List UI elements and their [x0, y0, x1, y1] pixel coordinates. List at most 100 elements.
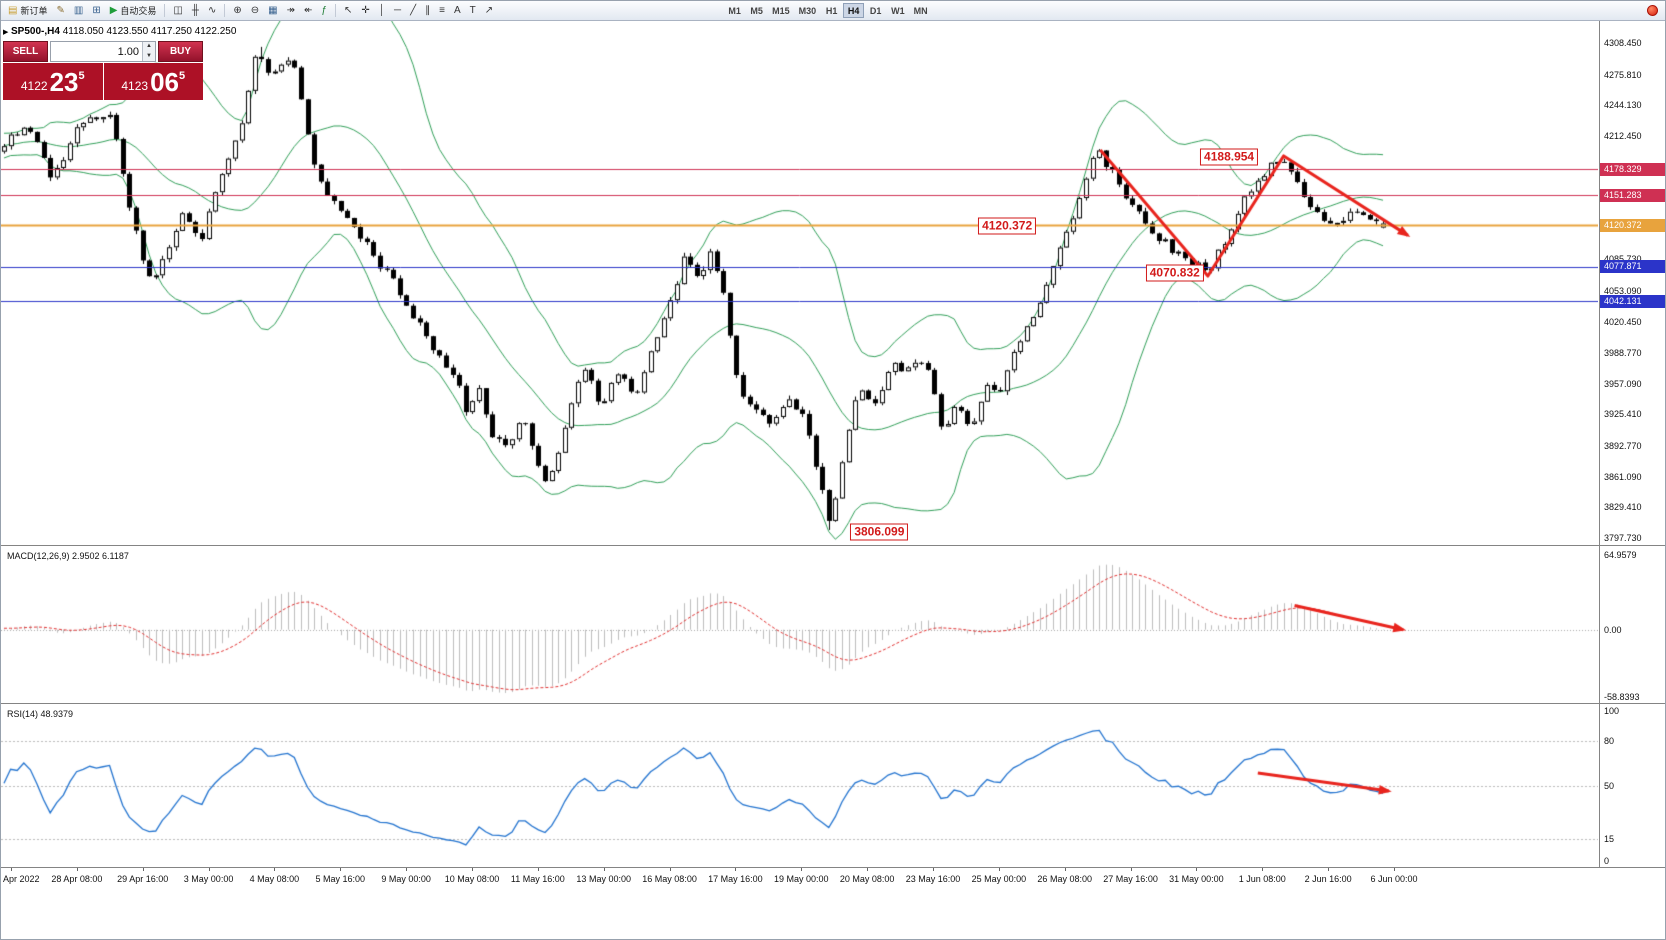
- volume-up-icon[interactable]: ▲: [143, 42, 155, 52]
- zoom-out-icon: ⊖: [250, 4, 260, 16]
- new-order-button[interactable]: ▤ 新订单: [4, 2, 51, 19]
- time-axis-label: 27 May 16:00: [1103, 874, 1158, 884]
- timeframe-m1-button[interactable]: M1: [724, 3, 745, 18]
- time-axis-label: 13 May 00:00: [576, 874, 631, 884]
- price-axis-label: 4308.450: [1604, 38, 1642, 49]
- timeframe-w1-button[interactable]: W1: [887, 3, 909, 18]
- new-order-icon: ▤: [8, 4, 18, 16]
- time-axis-tick: [1065, 868, 1066, 871]
- macd-axis-label: 64.9579: [1604, 550, 1637, 560]
- auto-scroll-button[interactable]: ↠: [283, 2, 299, 19]
- chart-title: SP500-,H4 4118.050 4123.550 4117.250 412…: [11, 26, 236, 37]
- indicators-button[interactable]: ƒ: [317, 2, 331, 19]
- price-scale[interactable]: 4308.450 4275.810 4244.130 4212.450 4085.730…: [1599, 21, 1665, 867]
- zoom-in-button[interactable]: ⊕: [229, 2, 245, 19]
- timeframe-h1-button[interactable]: H1: [821, 3, 842, 18]
- auto-trading-button[interactable]: ▶ 自动交易: [106, 2, 161, 19]
- buy-price[interactable]: 4123 06 5: [103, 63, 203, 100]
- channel-button[interactable]: ∥: [421, 2, 434, 19]
- navigator-button[interactable]: ⊞: [88, 2, 104, 19]
- price-axis-label: 3892.770: [1604, 440, 1642, 451]
- chart-shift-button[interactable]: ↞: [300, 2, 316, 19]
- price-axis-label: 4244.130: [1604, 100, 1642, 111]
- macd-axis-label: -58.8393: [1604, 692, 1640, 702]
- buy-price-big: 06: [150, 66, 179, 97]
- time-axis-tick: [406, 868, 407, 871]
- price-axis-label: 3861.090: [1604, 471, 1642, 482]
- price-level-tag: 4151.283: [1600, 188, 1665, 202]
- time-axis-tick: [867, 868, 868, 871]
- time-axis-label: 17 May 16:00: [708, 874, 763, 884]
- sell-button[interactable]: SELL: [3, 41, 48, 62]
- rsi-axis-label: 80: [1604, 736, 1615, 746]
- time-axis-label: 19 May 00:00: [774, 874, 829, 884]
- rsi-panel-canvas[interactable]: [1, 705, 1598, 867]
- window-menu-icon: ▶: [3, 29, 9, 36]
- timeframe-mn-button[interactable]: MN: [910, 3, 932, 18]
- volume-input[interactable]: [51, 42, 142, 61]
- price-axis-label: 3957.090: [1604, 378, 1642, 389]
- panel-separator[interactable]: [1, 545, 1665, 546]
- zoom-in-icon: ⊕: [233, 4, 242, 16]
- vertical-line-button[interactable]: │: [375, 2, 389, 19]
- toolbar-separator: [334, 4, 336, 17]
- rsi-axis-label: 0: [1604, 856, 1610, 866]
- text-button[interactable]: A: [450, 2, 465, 19]
- toolbar-separator: [224, 4, 226, 17]
- time-axis-label: 31 May 00:00: [1169, 874, 1224, 884]
- record-indicator-icon: [1647, 5, 1658, 16]
- text-label-icon: T: [469, 4, 476, 16]
- indicators-icon: ƒ: [321, 4, 327, 16]
- line-chart-button[interactable]: ∿: [204, 2, 220, 19]
- price-axis-label: 4275.810: [1604, 69, 1642, 80]
- price-annotation: 4070.832: [1145, 264, 1204, 282]
- time-axis-label: 9 May 00:00: [381, 874, 431, 884]
- volume-field[interactable]: ▲ ▼: [50, 41, 156, 62]
- volume-down-icon[interactable]: ▼: [143, 51, 155, 61]
- cursor-icon: ↖: [343, 4, 353, 16]
- market-watch-button[interactable]: ▥: [70, 2, 87, 19]
- crosshair-button[interactable]: ✛: [357, 2, 373, 19]
- timeframe-d1-button[interactable]: D1: [865, 3, 886, 18]
- time-axis-tick: [11, 868, 12, 871]
- market-watch-icon: ▥: [73, 4, 84, 16]
- time-axis-tick: [274, 868, 275, 871]
- text-label-button[interactable]: T: [466, 2, 480, 19]
- time-axis[interactable]: Apr 2022 28 Apr 08:00 29 Apr 16:00 3 May 00…: [1, 868, 1599, 890]
- tile-windows-button[interactable]: ▦: [264, 2, 281, 19]
- bar-chart-icon: ╫: [191, 4, 199, 16]
- rsi-indicator-label: RSI(14) 48.9379: [7, 709, 74, 719]
- timeframe-m5-button[interactable]: M5: [746, 3, 767, 18]
- price-axis-label: 4085.730: [1604, 253, 1642, 264]
- candlestick-chart-button[interactable]: ◫: [169, 2, 186, 19]
- bar-chart-button[interactable]: ╫: [188, 2, 203, 19]
- trendline-button[interactable]: ╱: [406, 2, 420, 19]
- time-axis-label: 28 Apr 08:00: [51, 874, 103, 884]
- cursor-button[interactable]: ↖: [340, 2, 356, 19]
- arrow-tool-button[interactable]: ↗: [481, 2, 497, 19]
- sell-price[interactable]: 4122 23 5: [3, 63, 103, 100]
- time-axis-label: 25 May 00:00: [971, 874, 1027, 884]
- price-annotation: 4188.954: [1200, 148, 1259, 166]
- buy-button[interactable]: BUY: [158, 41, 203, 62]
- buy-price-prefix: 4123: [121, 79, 149, 93]
- metaeditor-button[interactable]: ✎: [52, 2, 68, 19]
- horizontal-line-button[interactable]: ─: [390, 2, 405, 19]
- timeframe-h4-button[interactable]: H4: [843, 3, 865, 18]
- price-chart-canvas[interactable]: [1, 21, 1598, 545]
- time-axis-tick: [77, 868, 78, 871]
- volume-spinner[interactable]: ▲ ▼: [142, 42, 155, 61]
- time-axis-label: 2 Jun 16:00: [1304, 874, 1352, 884]
- panel-separator[interactable]: [1, 703, 1665, 704]
- price-level-tag: 4178.329: [1600, 162, 1665, 176]
- timeframe-m30-button[interactable]: M30: [795, 3, 821, 18]
- fibonacci-button[interactable]: ≡: [435, 2, 449, 19]
- macd-panel-canvas[interactable]: [1, 547, 1598, 703]
- time-axis-label: 26 May 08:00: [1037, 874, 1092, 884]
- price-axis-label: 3797.730: [1604, 532, 1642, 543]
- chart-symbol-timeframe: SP500-,H4: [11, 26, 60, 37]
- sell-price-sup: 5: [78, 70, 85, 82]
- timeframe-m15-button[interactable]: M15: [768, 3, 794, 18]
- time-axis-tick: [801, 868, 802, 871]
- zoom-out-button[interactable]: ⊖: [247, 2, 263, 19]
